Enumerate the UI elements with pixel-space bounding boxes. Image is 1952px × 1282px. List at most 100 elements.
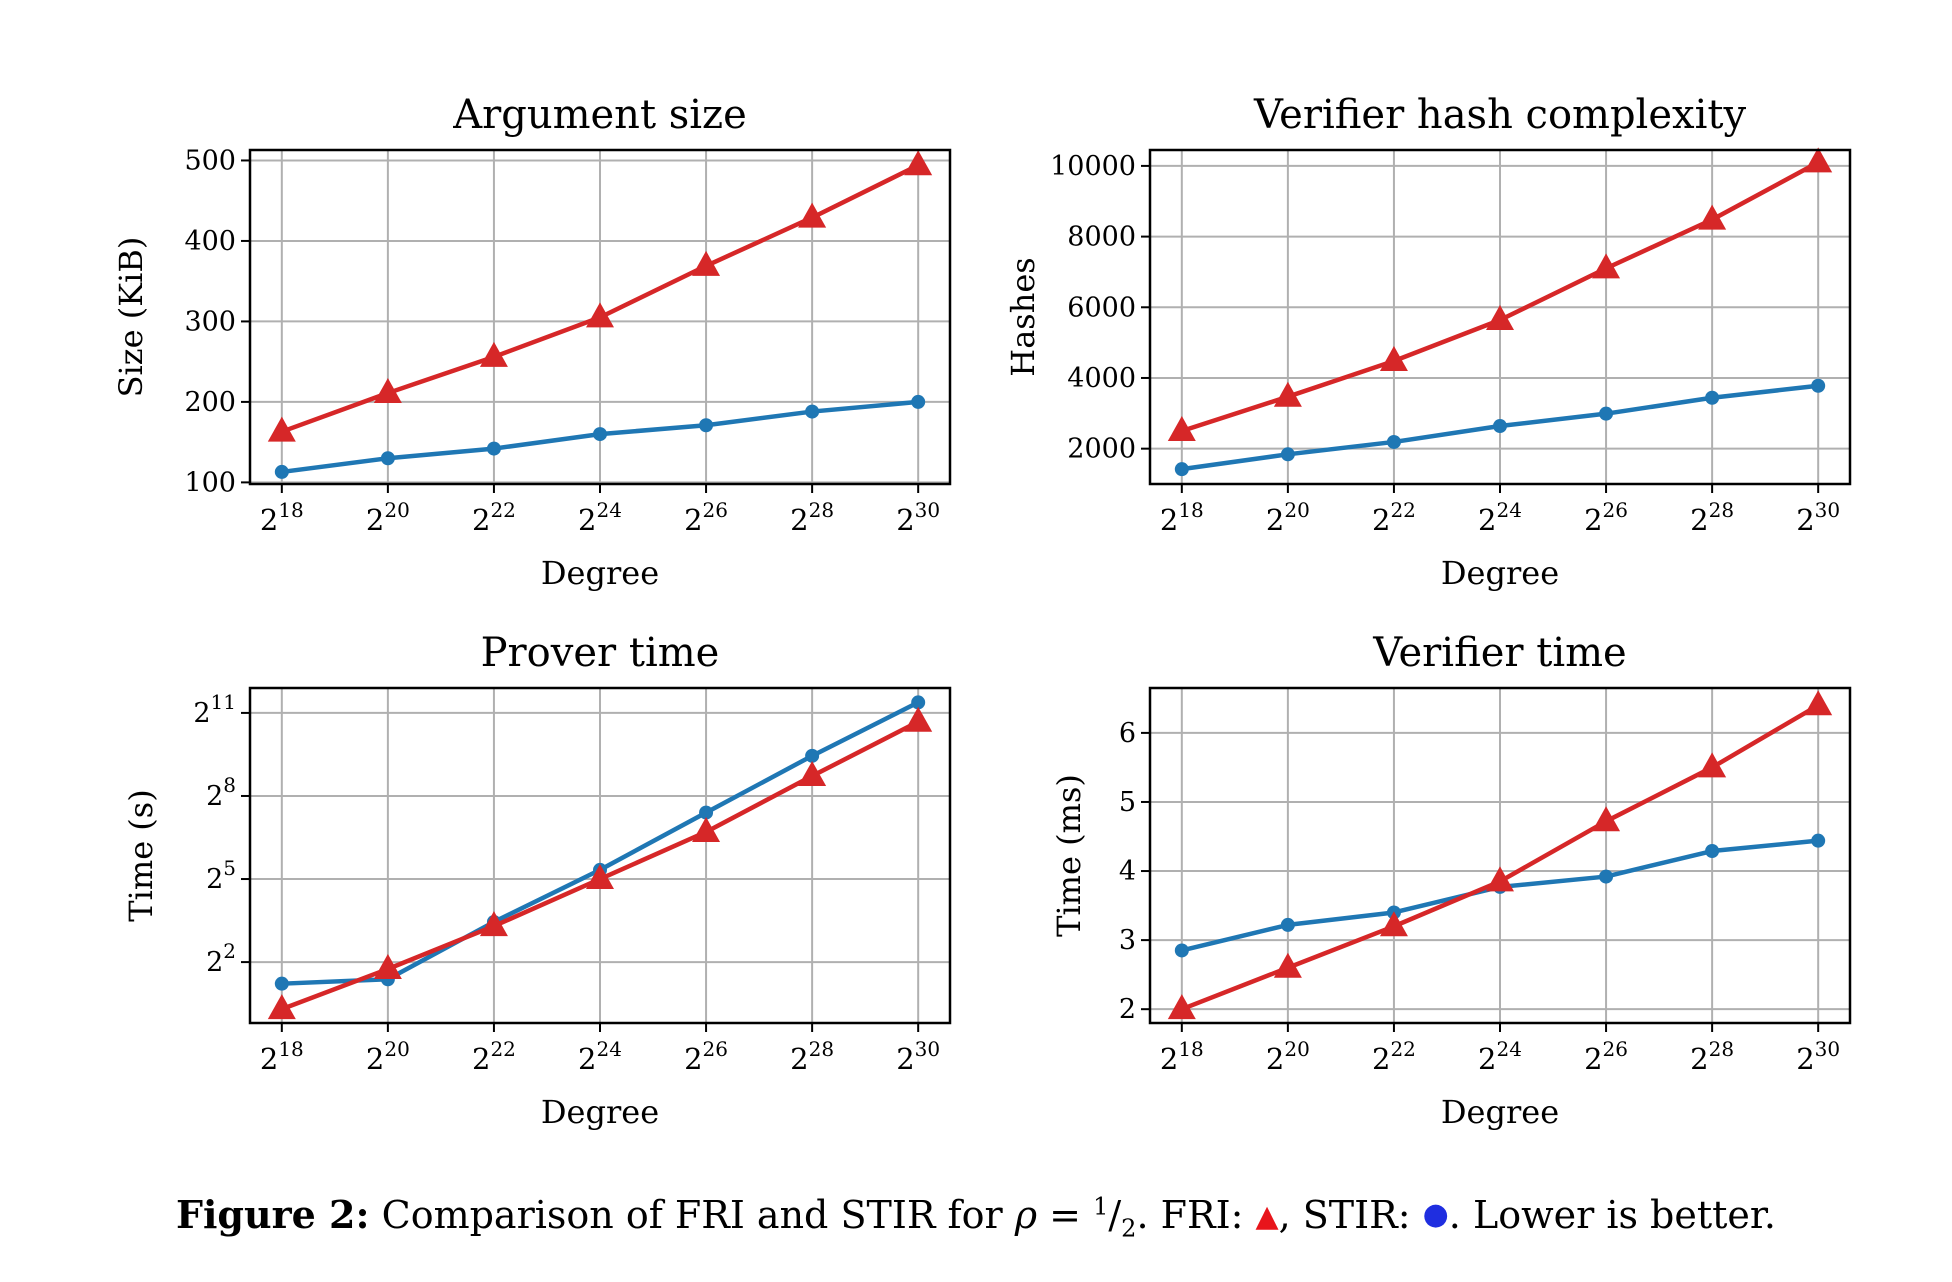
y-tick-label: 100 bbox=[184, 467, 236, 498]
figure-caption: Figure 2: Comparison of FRI and STIR for… bbox=[0, 1192, 1952, 1243]
plot-frame bbox=[1148, 686, 1852, 1025]
x-tick-label: 228 bbox=[1690, 498, 1734, 537]
fri-triangle-icon: ▲ bbox=[1255, 1199, 1279, 1234]
x-tick-label: 220 bbox=[366, 498, 410, 537]
fri-triangle-point bbox=[1379, 911, 1408, 937]
stir-circle-point bbox=[1811, 378, 1826, 393]
caption-fraction: 1/2 bbox=[1093, 1192, 1137, 1243]
stir-circle-point bbox=[1493, 419, 1507, 434]
stir-circle-point bbox=[593, 427, 607, 442]
stir-circle-point bbox=[1386, 434, 1401, 449]
x-tick-label: 220 bbox=[1266, 498, 1310, 537]
x-tick-label: 224 bbox=[578, 1037, 622, 1076]
y-tick-label: 6000 bbox=[1067, 292, 1136, 323]
fri-triangle-point bbox=[798, 761, 827, 787]
fri-triangle-point bbox=[1486, 305, 1514, 331]
y-axis-label: Hashes bbox=[1004, 257, 1042, 376]
caption-text-before: Comparison of FRI and STIR for bbox=[381, 1193, 1015, 1237]
x-tick-label: 222 bbox=[1372, 1037, 1416, 1076]
caption-frac-num: 1 bbox=[1093, 1192, 1109, 1221]
fri-triangle-point bbox=[267, 994, 296, 1020]
fri-triangle-point bbox=[1167, 415, 1196, 441]
chart-title: Verifier hash complexity bbox=[1253, 92, 1747, 138]
fri-triangle-point bbox=[904, 150, 933, 176]
x-tick-label: 228 bbox=[790, 1037, 834, 1076]
fri-triangle-point bbox=[586, 864, 614, 890]
y-tick-label: 3 bbox=[1119, 925, 1136, 956]
x-tick-label: 228 bbox=[790, 498, 834, 537]
x-tick-label: 230 bbox=[896, 498, 940, 537]
y-tick-label: 5 bbox=[1119, 787, 1136, 818]
stir-circle-point bbox=[805, 748, 820, 763]
x-tick-label: 218 bbox=[1160, 1037, 1204, 1076]
fri-triangle-point bbox=[692, 816, 721, 842]
y-tick-label: 4000 bbox=[1067, 363, 1136, 394]
fri-triangle-point bbox=[479, 341, 508, 367]
x-axis-label: Degree bbox=[541, 554, 659, 592]
stir-circle-point bbox=[805, 404, 820, 419]
stir-dot-icon: ● bbox=[1422, 1197, 1449, 1232]
fri-triangle-point bbox=[692, 250, 721, 276]
x-tick-label: 220 bbox=[1266, 1037, 1310, 1076]
x-tick-label: 218 bbox=[260, 1037, 304, 1076]
caption-equals: = bbox=[1037, 1193, 1094, 1237]
y-tick-label: 200 bbox=[184, 387, 236, 418]
y-tick-label: 28 bbox=[206, 773, 236, 812]
y-tick-label: 10000 bbox=[1050, 151, 1136, 182]
stir-circle-point bbox=[699, 805, 714, 820]
y-tick-label: 22 bbox=[206, 939, 236, 978]
fri-triangle-point bbox=[1698, 752, 1727, 778]
x-tick-label: 230 bbox=[896, 1037, 940, 1076]
stir-circle-point bbox=[1280, 917, 1295, 932]
fri-triangle-point bbox=[1167, 994, 1196, 1020]
stir-circle-point bbox=[1811, 833, 1826, 848]
y-tick-label: 500 bbox=[184, 145, 236, 176]
fri-triangle-point bbox=[1379, 346, 1408, 372]
y-tick-label: 300 bbox=[184, 306, 236, 337]
caption-text-mid2: , STIR: bbox=[1278, 1193, 1423, 1237]
x-tick-label: 226 bbox=[684, 1037, 728, 1076]
fri-triangle-point bbox=[586, 302, 614, 328]
x-tick-label: 220 bbox=[366, 1037, 410, 1076]
fri-triangle-point bbox=[798, 202, 827, 228]
plot-frame bbox=[1148, 148, 1852, 486]
fri-triangle-point bbox=[479, 911, 508, 937]
y-axis-label: Time (ms) bbox=[1050, 774, 1088, 937]
stir-circle-point bbox=[1599, 869, 1614, 884]
fri-triangle-point bbox=[1698, 204, 1727, 230]
x-tick-label: 222 bbox=[472, 1037, 516, 1076]
stir-circle-point bbox=[274, 464, 289, 479]
x-tick-label: 228 bbox=[1690, 1037, 1734, 1076]
caption-frac-den: 2 bbox=[1121, 1214, 1137, 1243]
chart-title: Verifier time bbox=[1372, 630, 1626, 676]
y-tick-label: 2000 bbox=[1067, 434, 1136, 465]
stir-circle-point bbox=[1705, 390, 1720, 405]
y-tick-label: 2 bbox=[1119, 994, 1136, 1025]
fri-triangle-point bbox=[904, 706, 933, 732]
fri-triangle-point bbox=[373, 378, 402, 404]
y-tick-label: 211 bbox=[193, 690, 236, 729]
x-axis-label: Degree bbox=[1441, 554, 1559, 592]
x-tick-label: 226 bbox=[1584, 1037, 1628, 1076]
x-tick-label: 222 bbox=[1372, 498, 1416, 537]
y-tick-label: 8000 bbox=[1067, 222, 1136, 253]
x-tick-label: 222 bbox=[472, 498, 516, 537]
x-tick-label: 224 bbox=[578, 498, 622, 537]
stir-circle-point bbox=[486, 441, 501, 456]
y-tick-label: 4 bbox=[1119, 856, 1136, 887]
panel-prover-time: 218 220 222 224 226 228 230 22 25 28 211 Prover tim… bbox=[122, 630, 952, 1131]
stir-circle-point bbox=[911, 695, 926, 710]
stir-circle-point bbox=[1705, 844, 1720, 859]
panel-argument-size: 218 220 222 224 226 228 230 100 200 300 400 500 Argu… bbox=[112, 92, 952, 592]
x-tick-label: 224 bbox=[1478, 498, 1522, 537]
y-tick-label: 400 bbox=[184, 226, 236, 257]
y-axis-label: Time (s) bbox=[122, 789, 160, 921]
caption-label: Figure 2: bbox=[176, 1192, 370, 1237]
x-tick-label: 230 bbox=[1796, 498, 1840, 537]
x-tick-label: 226 bbox=[1584, 498, 1628, 537]
caption-text-mid1: . FRI: bbox=[1136, 1193, 1256, 1237]
x-axis-label: Degree bbox=[541, 1093, 659, 1131]
y-tick-label: 6 bbox=[1119, 718, 1136, 749]
stir-circle-point bbox=[699, 418, 714, 433]
